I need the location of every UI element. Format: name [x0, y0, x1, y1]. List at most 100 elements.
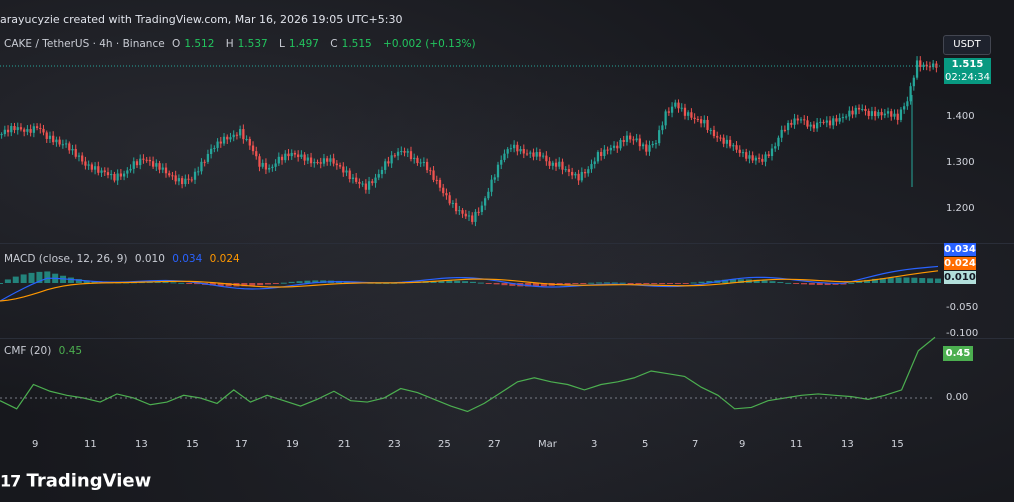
- candle-body: [761, 158, 764, 162]
- pane-separator[interactable]: [0, 338, 1014, 339]
- candle-body: [464, 213, 467, 217]
- candle-body: [171, 175, 174, 177]
- candle: [748, 150, 751, 164]
- x-axis-tick: 15: [891, 439, 904, 450]
- candle: [854, 105, 857, 118]
- candle-body: [815, 122, 819, 129]
- candle-body: [229, 137, 232, 140]
- candle-body: [500, 159, 503, 165]
- candle-body: [693, 117, 696, 119]
- candle-body: [348, 170, 351, 180]
- candle: [306, 153, 309, 165]
- candle: [600, 148, 603, 161]
- last-price-tag: 1.515 02:24:34: [944, 58, 991, 84]
- candle: [654, 139, 658, 149]
- candle: [142, 154, 145, 164]
- candle-body: [567, 169, 571, 172]
- candle: [651, 141, 654, 148]
- candle-body: [735, 145, 738, 150]
- candle-body: [467, 215, 471, 217]
- candle-body: [435, 179, 438, 181]
- candle-body: [264, 162, 268, 170]
- candle-body: [922, 64, 925, 67]
- candle-body: [45, 132, 48, 139]
- candle: [596, 150, 600, 164]
- candle: [406, 148, 409, 157]
- candle: [48, 131, 52, 143]
- low-value: L 1.497: [279, 38, 319, 50]
- candle: [741, 149, 745, 158]
- candle: [90, 162, 93, 173]
- candle: [200, 158, 203, 175]
- candle: [467, 210, 471, 221]
- symbol-name[interactable]: CAKE / TetherUS · 4h · Binance: [4, 38, 165, 50]
- candle-body: [799, 119, 803, 121]
- macd-histogram-bar: [879, 278, 886, 283]
- candle-body: [297, 154, 300, 158]
- candle: [612, 141, 616, 151]
- candle: [480, 201, 484, 216]
- candle: [906, 96, 909, 110]
- candle-body: [48, 135, 52, 139]
- currency-button[interactable]: USDT: [943, 35, 991, 55]
- candle-body: [764, 154, 767, 162]
- candle-body: [361, 183, 364, 185]
- cmf-label: CMF (20): [4, 345, 52, 357]
- candle: [545, 151, 548, 166]
- candle: [97, 161, 100, 176]
- candle-body: [135, 161, 139, 166]
- candle-body: [139, 158, 142, 166]
- candle-body: [132, 161, 135, 169]
- candle: [367, 176, 371, 194]
- candle-body: [899, 109, 903, 120]
- candle-body: [168, 173, 171, 176]
- x-axis-tick: 9: [32, 439, 39, 450]
- candle-body: [184, 178, 187, 185]
- candle-body: [471, 215, 474, 222]
- candle-body: [445, 193, 448, 196]
- macd-hist-value: 0.010: [134, 253, 165, 265]
- candle-body: [355, 177, 358, 182]
- candle: [638, 134, 641, 151]
- candle-body: [616, 145, 619, 149]
- macd-signal-line: [0, 270, 939, 302]
- candle-body: [619, 140, 622, 149]
- candle: [129, 164, 132, 173]
- candle-body: [603, 149, 606, 156]
- candle: [506, 147, 509, 159]
- candle: [81, 152, 84, 165]
- candle: [751, 151, 754, 164]
- candle: [761, 154, 764, 165]
- candle: [226, 134, 229, 144]
- pane-separator[interactable]: [0, 243, 1014, 244]
- candle-body: [422, 161, 426, 163]
- candle: [58, 136, 61, 147]
- candle: [6, 125, 10, 137]
- candlestick-series: [0, 56, 938, 227]
- candle: [187, 174, 190, 185]
- tradingview-logo[interactable]: 17 TradingView: [0, 470, 152, 492]
- candle: [709, 127, 712, 135]
- macd-histogram-bar: [462, 281, 469, 283]
- cmf-value: 0.45: [58, 345, 83, 357]
- candle: [870, 106, 874, 120]
- candle-body: [893, 113, 896, 117]
- candle-body: [677, 102, 680, 109]
- candle: [203, 159, 206, 167]
- candle-body: [719, 137, 722, 139]
- candle-body: [396, 151, 400, 156]
- candle-body: [461, 210, 464, 214]
- candle-body: [90, 164, 93, 170]
- candle: [461, 208, 464, 218]
- candle: [915, 56, 919, 80]
- candle-body: [822, 121, 825, 123]
- candle: [677, 99, 680, 113]
- macd-histogram-bar: [856, 281, 863, 283]
- candle: [483, 196, 487, 211]
- candle: [332, 153, 335, 167]
- candle: [719, 134, 722, 142]
- candle: [206, 149, 210, 164]
- snapshot-header: arayucyzie created with TradingView.com,…: [0, 13, 403, 26]
